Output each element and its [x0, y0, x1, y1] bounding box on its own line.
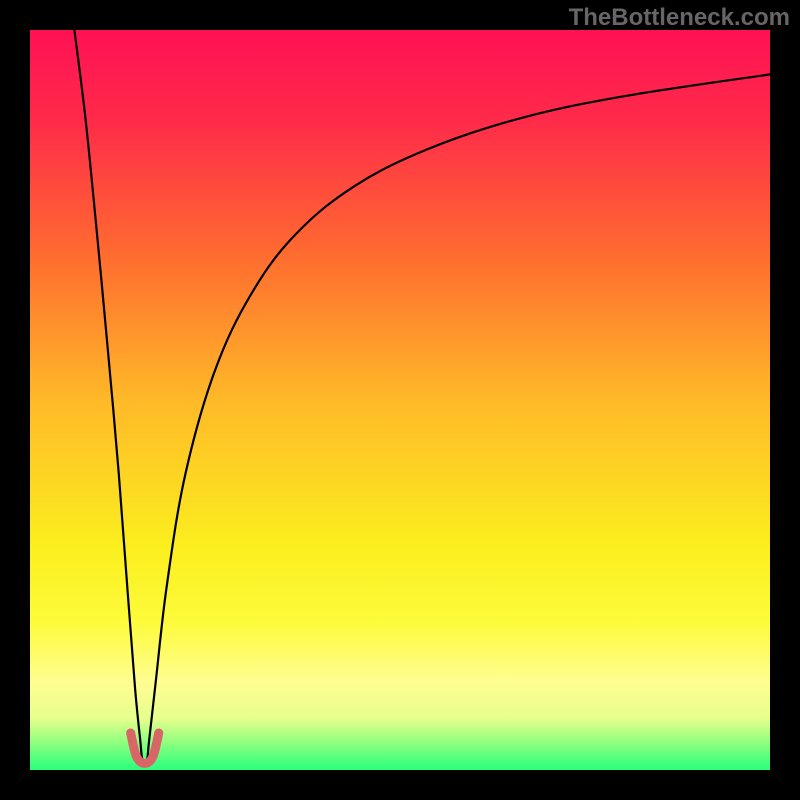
watermark-text: TheBottleneck.com: [569, 4, 790, 32]
plot-background: [30, 30, 770, 770]
chart-container: TheBottleneck.com: [0, 0, 800, 800]
gradient-plot: [0, 0, 800, 800]
